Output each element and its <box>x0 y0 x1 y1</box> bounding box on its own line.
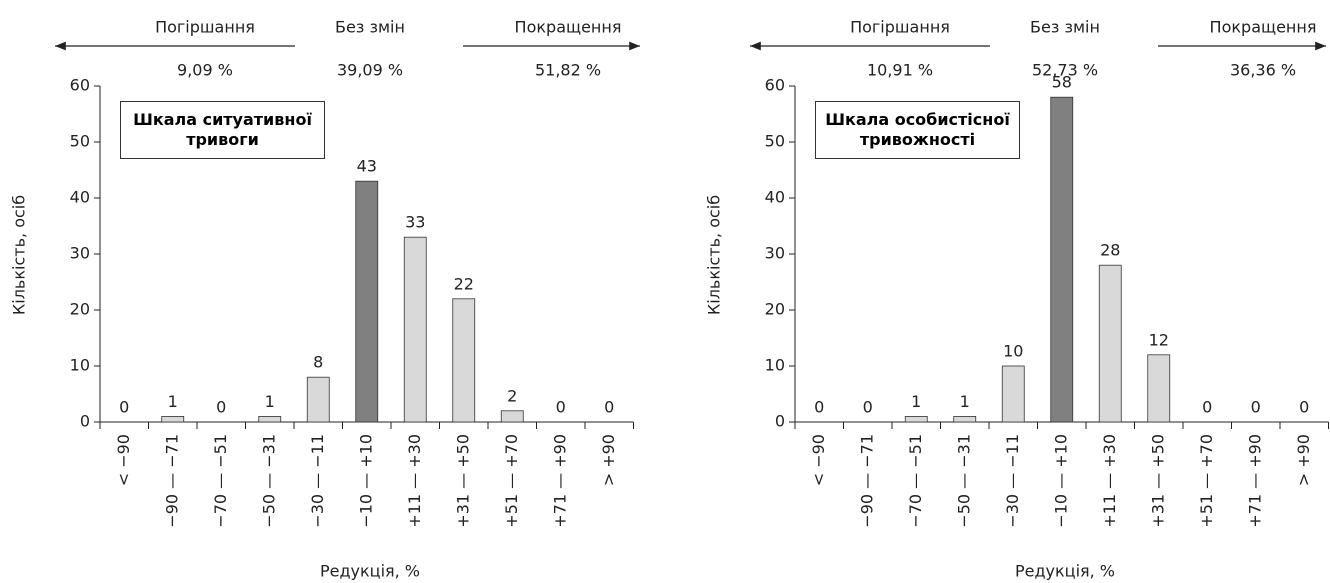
y-tick-label: 10 <box>765 356 785 375</box>
same-label: Без змін <box>1030 18 1100 37</box>
value-label: 22 <box>454 274 474 293</box>
x-tick-label: +31 — +50 <box>1148 434 1167 528</box>
y-axis-label: Кількість, осіб <box>10 195 29 315</box>
value-label: 0 <box>1202 398 1212 417</box>
y-tick-label: 20 <box>70 300 90 319</box>
x-tick-label: +11 — +30 <box>1100 434 1119 528</box>
value-label: 1 <box>168 392 178 411</box>
value-label: 10 <box>1003 342 1023 361</box>
y-tick-label: 30 <box>70 244 90 263</box>
bar <box>953 415 977 423</box>
better-label: Покращення <box>515 18 622 37</box>
x-tick-label: +71 — +90 <box>550 434 569 528</box>
value-label: 12 <box>1149 330 1169 349</box>
percentage: 36,36 % <box>1230 61 1296 80</box>
value-label: 0 <box>863 398 873 417</box>
x-tick-label: > +90 <box>1294 434 1313 486</box>
bar <box>355 180 379 423</box>
value-label: 0 <box>1299 398 1309 417</box>
x-tick-label: < −90 <box>809 434 828 486</box>
x-axis-label: Редукція, % <box>1015 562 1115 581</box>
y-tick-label: 60 <box>70 76 90 95</box>
better-label: Покращення <box>1210 18 1317 37</box>
x-tick-label: −10 — +10 <box>356 434 375 528</box>
bar <box>306 376 330 423</box>
percentage: 52,73 % <box>1032 61 1098 80</box>
bar <box>161 415 185 423</box>
value-label: 0 <box>119 398 129 417</box>
worse-label: Погіршання <box>850 18 950 37</box>
value-label: 43 <box>357 157 377 176</box>
bar <box>1001 365 1025 423</box>
x-axis-label: Редукція, % <box>320 562 420 581</box>
y-tick-label: 0 <box>80 412 90 431</box>
bar <box>1147 354 1171 423</box>
y-tick-label: 20 <box>765 300 785 319</box>
x-tick-label: +11 — +30 <box>405 434 424 528</box>
bar <box>1050 96 1074 423</box>
value-label: 33 <box>405 213 425 232</box>
x-tick-label: −10 — +10 <box>1051 434 1070 528</box>
title-box: Шкала ситуативної тривоги <box>120 101 325 159</box>
percentage: 39,09 % <box>337 61 403 80</box>
bar <box>1098 264 1122 423</box>
y-axis-label: Кількість, осіб <box>705 195 724 315</box>
value-label: 0 <box>814 398 824 417</box>
x-tick-label: −50 — −31 <box>259 434 278 528</box>
worse-label: Погіршання <box>155 18 255 37</box>
x-tick-label: +51 — +70 <box>1197 434 1216 528</box>
y-tick-label: 50 <box>70 132 90 151</box>
percentage: 9,09 % <box>177 61 233 80</box>
percentage: 10,91 % <box>867 61 933 80</box>
x-tick-label: +71 — +90 <box>1245 434 1264 528</box>
value-label: 0 <box>604 398 614 417</box>
x-tick-label: +31 — +50 <box>453 434 472 528</box>
x-tick-label: −50 — −31 <box>954 434 973 528</box>
same-label: Без змін <box>335 18 405 37</box>
value-label: 2 <box>507 386 517 405</box>
x-tick-label: −90 — −71 <box>162 434 181 528</box>
percentage: 51,82 % <box>535 61 601 80</box>
x-tick-label: −30 — −11 <box>1003 434 1022 528</box>
y-tick-label: 60 <box>765 76 785 95</box>
value-label: 0 <box>1251 398 1261 417</box>
x-tick-label: > +90 <box>599 434 618 486</box>
value-label: 8 <box>313 353 323 372</box>
x-tick-label: +51 — +70 <box>502 434 521 528</box>
y-tick-label: 40 <box>70 188 90 207</box>
bar <box>258 415 282 423</box>
bar <box>500 410 524 423</box>
y-tick-label: 50 <box>765 132 785 151</box>
x-tick-label: < −90 <box>114 434 133 486</box>
y-tick-label: 0 <box>775 412 785 431</box>
value-label: 1 <box>265 392 275 411</box>
value-label: 0 <box>556 398 566 417</box>
value-label: 1 <box>960 392 970 411</box>
x-tick-label: −90 — −71 <box>857 434 876 528</box>
bar <box>904 415 928 423</box>
x-tick-label: −70 — −51 <box>906 434 925 528</box>
y-tick-label: 10 <box>70 356 90 375</box>
y-tick-label: 30 <box>765 244 785 263</box>
x-tick-label: −30 — −11 <box>308 434 327 528</box>
value-label: 1 <box>911 392 921 411</box>
value-label: 28 <box>1100 241 1120 260</box>
title-box: Шкала особистісної тривожності <box>815 101 1020 159</box>
value-label: 0 <box>216 398 226 417</box>
bar <box>452 298 476 423</box>
y-tick-label: 40 <box>765 188 785 207</box>
x-tick-label: −70 — −51 <box>211 434 230 528</box>
value-label: 58 <box>1052 73 1072 92</box>
bar <box>403 236 427 423</box>
